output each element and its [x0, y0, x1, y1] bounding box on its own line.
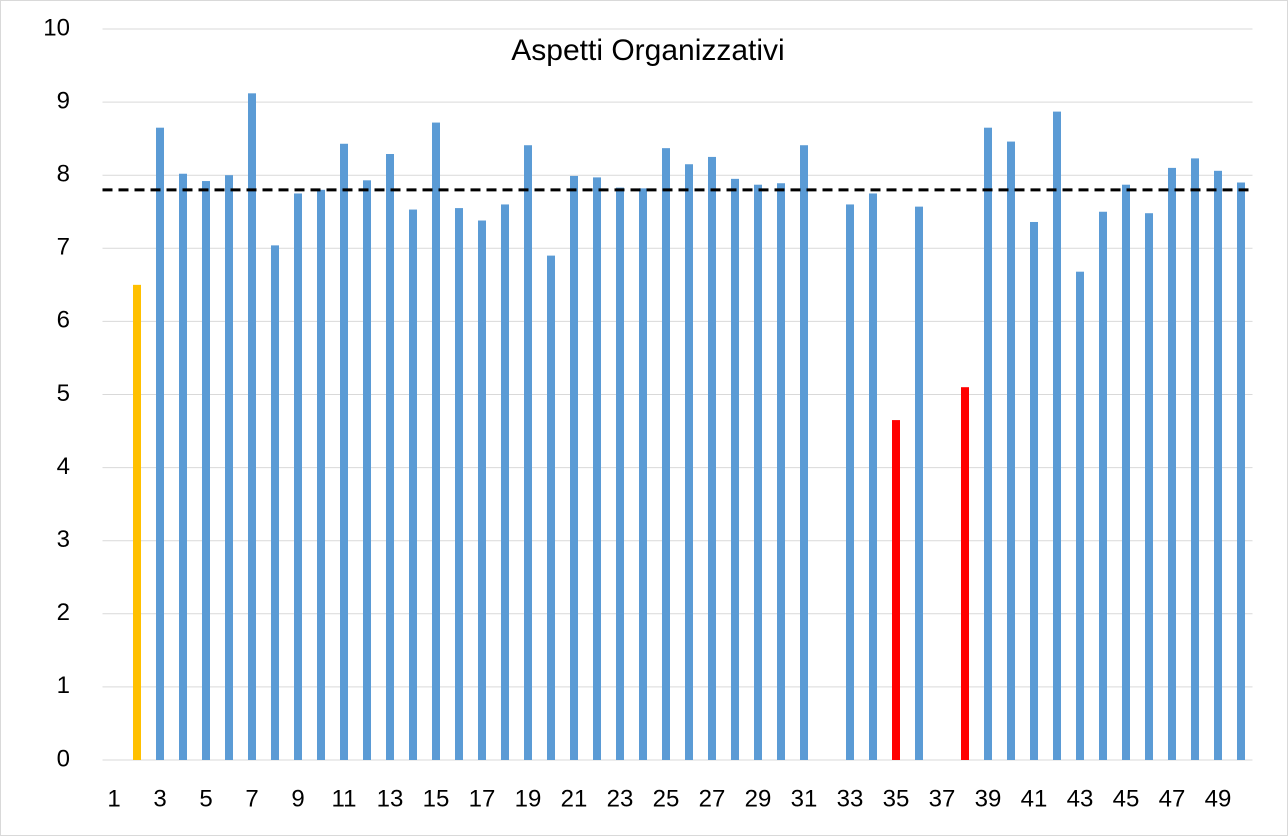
y-tick-label: 8	[57, 161, 70, 188]
bar	[869, 193, 877, 761]
x-tick-label: 31	[791, 785, 818, 812]
x-tick-label: 23	[607, 785, 634, 812]
x-tick-label: 1	[107, 785, 120, 812]
bar	[1191, 158, 1199, 761]
bar	[133, 284, 141, 760]
bar	[248, 93, 256, 760]
x-tick-label: 25	[653, 785, 680, 812]
bar	[685, 164, 693, 761]
bar	[1145, 213, 1153, 760]
bar	[432, 122, 440, 761]
bar	[501, 204, 509, 760]
y-tick-label: 9	[57, 87, 70, 114]
y-tick-label: 4	[57, 453, 70, 480]
bar	[386, 154, 394, 761]
bar	[202, 181, 210, 761]
bar	[478, 220, 486, 761]
x-tick-label: 37	[929, 785, 956, 812]
bar	[1007, 141, 1015, 761]
x-tick-label: 45	[1113, 785, 1140, 812]
bar	[294, 193, 302, 761]
bar	[340, 143, 348, 761]
bar	[639, 188, 647, 760]
x-tick-label: 35	[883, 785, 910, 812]
x-tick-label: 33	[837, 785, 864, 812]
bar	[846, 204, 854, 760]
bar	[961, 387, 969, 760]
bar	[754, 184, 762, 760]
y-tick-label: 3	[57, 526, 70, 553]
y-tick-label: 2	[57, 599, 70, 626]
bar	[524, 145, 532, 760]
y-tick-label: 10	[43, 14, 70, 41]
bar	[1076, 271, 1084, 760]
x-tick-label: 19	[515, 785, 542, 812]
bar	[892, 420, 900, 760]
x-tick-label: 21	[561, 785, 588, 812]
bar	[1099, 211, 1107, 760]
x-tick-label: 11	[332, 785, 357, 812]
bar	[616, 187, 624, 760]
chart-title: Aspetti Organizzativi	[511, 34, 784, 67]
y-tick-label: 0	[57, 745, 70, 772]
bar	[547, 255, 555, 761]
x-tick-label: 15	[423, 785, 450, 812]
bar	[731, 178, 739, 761]
bar	[777, 183, 785, 761]
bar	[1030, 221, 1038, 760]
bar	[156, 127, 164, 760]
bar	[363, 180, 371, 760]
x-tick-label: 41	[1021, 785, 1048, 812]
x-tick-label: 7	[245, 785, 258, 812]
bar	[1122, 184, 1130, 760]
bar	[800, 145, 808, 760]
bar	[271, 245, 279, 761]
x-tick-label: 39	[975, 785, 1002, 812]
bar	[570, 175, 578, 760]
y-tick-label: 7	[57, 234, 70, 261]
bar	[708, 156, 716, 761]
x-tick-label: 13	[377, 785, 404, 812]
x-tick-label: 49	[1205, 785, 1232, 812]
bar	[1168, 167, 1176, 760]
bar	[455, 208, 463, 761]
bar	[179, 173, 187, 760]
bar	[915, 206, 923, 760]
y-tick-label: 6	[57, 307, 70, 334]
bar	[409, 209, 417, 760]
x-tick-label: 47	[1159, 785, 1186, 812]
bar	[593, 177, 601, 760]
x-tick-label: 29	[745, 785, 772, 812]
y-tick-label: 5	[57, 380, 70, 407]
x-tick-label: 27	[699, 785, 726, 812]
x-tick-label: 5	[199, 785, 212, 812]
x-tick-label: 3	[153, 785, 166, 812]
x-tick-label: 43	[1067, 785, 1094, 812]
bar	[225, 175, 233, 760]
bar	[1214, 170, 1222, 761]
bar	[317, 189, 325, 760]
bar	[1237, 182, 1245, 760]
y-tick-label: 1	[57, 672, 70, 699]
x-tick-label: 17	[469, 785, 496, 812]
x-tick-label: 9	[291, 785, 304, 812]
bar	[662, 148, 670, 760]
bar	[984, 127, 992, 760]
bar	[1053, 111, 1061, 760]
